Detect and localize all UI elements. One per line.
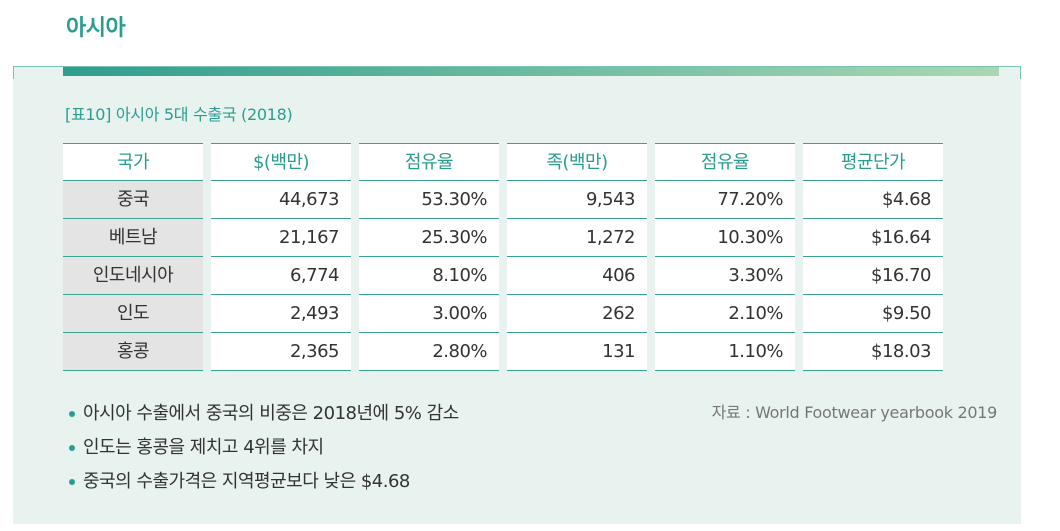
note-text: 아시아 수출에서 중국의 비중은 2018년에 5% 감소	[83, 403, 459, 424]
header-country: 국가	[63, 143, 203, 181]
row-pairs-share: 1.10%	[655, 333, 795, 371]
bullet-icon	[69, 445, 75, 451]
note-item: 아시아 수출에서 중국의 비중은 2018년에 5% 감소	[69, 397, 459, 431]
row-pairs: 262	[507, 295, 647, 333]
row-country: 베트남	[63, 219, 203, 257]
row-value-usd: 2,493	[211, 295, 351, 333]
row-avg-price: $16.64	[803, 219, 943, 257]
header-value-usd: $(백만)	[211, 143, 351, 181]
table-caption: [표10] 아시아 5대 수출국 (2018)	[65, 105, 293, 124]
exporters-table: 국가 $(백만) 점유율 족(백만) 점유율 평균단가 중국 44,673 53…	[63, 143, 943, 371]
row-value-share: 2.80%	[359, 333, 499, 371]
row-avg-price: $18.03	[803, 333, 943, 371]
row-value-share: 53.30%	[359, 181, 499, 219]
row-pairs: 131	[507, 333, 647, 371]
header-avg-price: 평균단가	[803, 143, 943, 181]
row-country: 홍콩	[63, 333, 203, 371]
note-text: 인도는 홍콩을 제치고 4위를 차지	[83, 437, 324, 458]
header-pairs: 족(백만)	[507, 143, 647, 181]
header-gradient-bar	[63, 67, 999, 76]
row-value-usd: 44,673	[211, 181, 351, 219]
note-text: 중국의 수출가격은 지역평균보다 낮은 $4.68	[83, 471, 410, 492]
row-country: 중국	[63, 181, 203, 219]
row-value-usd: 2,365	[211, 333, 351, 371]
note-item: 중국의 수출가격은 지역평균보다 낮은 $4.68	[69, 465, 459, 499]
header-pairs-share: 점유율	[655, 143, 795, 181]
notes-list: 아시아 수출에서 중국의 비중은 2018년에 5% 감소 인도는 홍콩을 제치…	[69, 397, 459, 499]
row-pairs: 406	[507, 257, 647, 295]
header-value-share: 점유율	[359, 143, 499, 181]
row-country: 인도네시아	[63, 257, 203, 295]
row-pairs-share: 3.30%	[655, 257, 795, 295]
bullet-icon	[69, 411, 75, 417]
row-pairs: 1,272	[507, 219, 647, 257]
row-avg-price: $4.68	[803, 181, 943, 219]
row-pairs-share: 10.30%	[655, 219, 795, 257]
content-panel: [표10] 아시아 5대 수출국 (2018) 국가 $(백만) 점유율 족(백…	[13, 66, 1021, 524]
row-avg-price: $9.50	[803, 295, 943, 333]
row-value-share: 8.10%	[359, 257, 499, 295]
row-pairs-share: 2.10%	[655, 295, 795, 333]
row-value-share: 25.30%	[359, 219, 499, 257]
section-title: 아시아	[66, 16, 126, 41]
source-note: 자료 : World Footwear yearbook 2019	[711, 403, 998, 422]
row-avg-price: $16.70	[803, 257, 943, 295]
note-item: 인도는 홍콩을 제치고 4위를 차지	[69, 431, 459, 465]
row-country: 인도	[63, 295, 203, 333]
row-pairs-share: 77.20%	[655, 181, 795, 219]
row-pairs: 9,543	[507, 181, 647, 219]
row-value-usd: 21,167	[211, 219, 351, 257]
row-value-share: 3.00%	[359, 295, 499, 333]
row-value-usd: 6,774	[211, 257, 351, 295]
bullet-icon	[69, 479, 75, 485]
